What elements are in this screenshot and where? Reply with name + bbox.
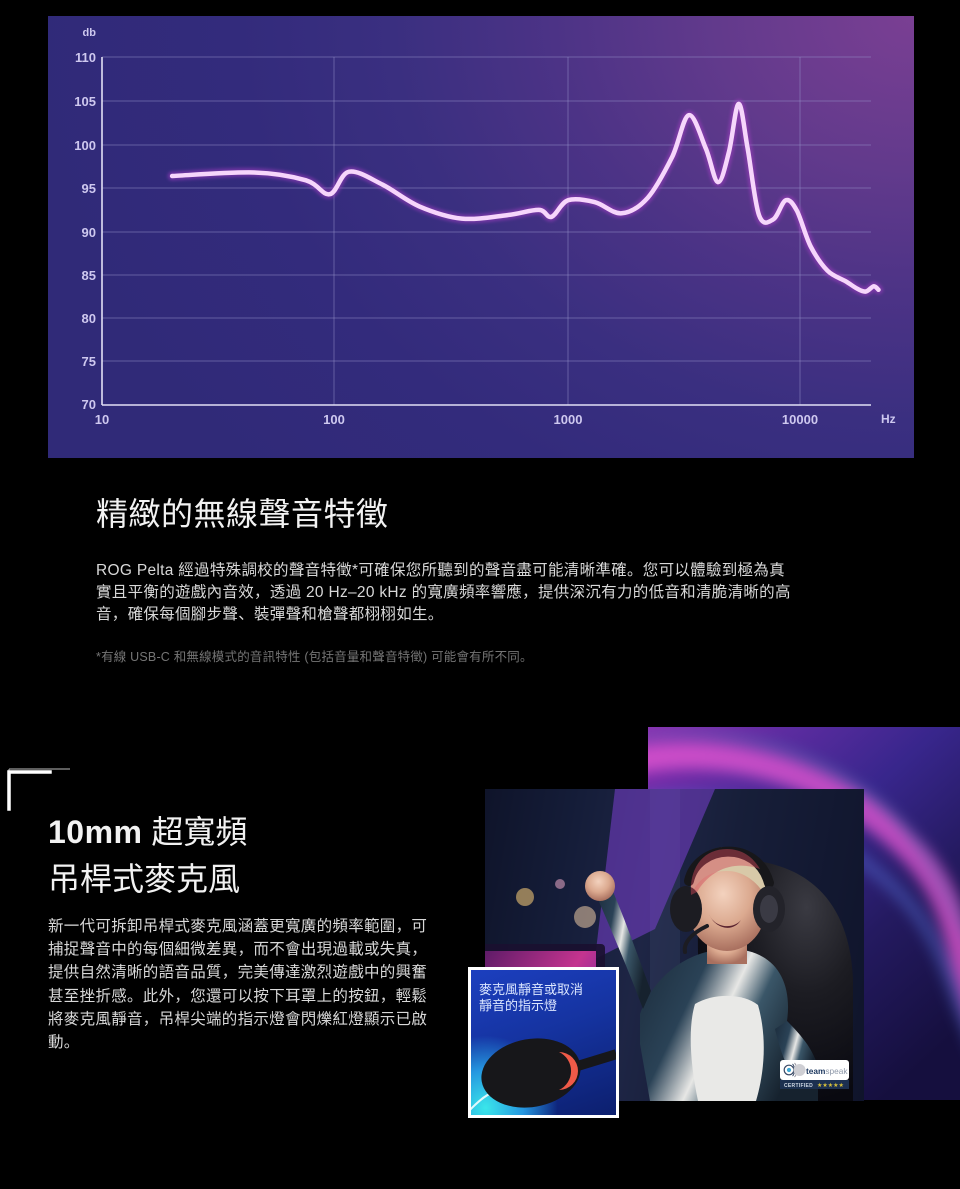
svg-text:db: db [83, 27, 97, 39]
svg-text:75: 75 [82, 354, 96, 369]
svg-text:90: 90 [82, 225, 96, 240]
svg-text:1000: 1000 [554, 412, 583, 427]
svg-text:100: 100 [74, 138, 96, 153]
svg-text:Hz: Hz [881, 412, 896, 426]
svg-text:110: 110 [75, 50, 96, 65]
svg-text:CERTIFIED: CERTIFIED [784, 1083, 813, 1089]
svg-text:teamspeak: teamspeak [806, 1066, 848, 1076]
svg-text:10: 10 [95, 412, 109, 427]
svg-text:95: 95 [82, 181, 96, 196]
svg-text:105: 105 [74, 94, 96, 109]
svg-text:★★★★★: ★★★★★ [817, 1082, 844, 1089]
svg-text:85: 85 [82, 268, 96, 283]
svg-text:10000: 10000 [782, 412, 818, 427]
svg-text:70: 70 [82, 397, 96, 412]
svg-text:80: 80 [82, 311, 96, 326]
svg-text:100: 100 [323, 412, 345, 427]
